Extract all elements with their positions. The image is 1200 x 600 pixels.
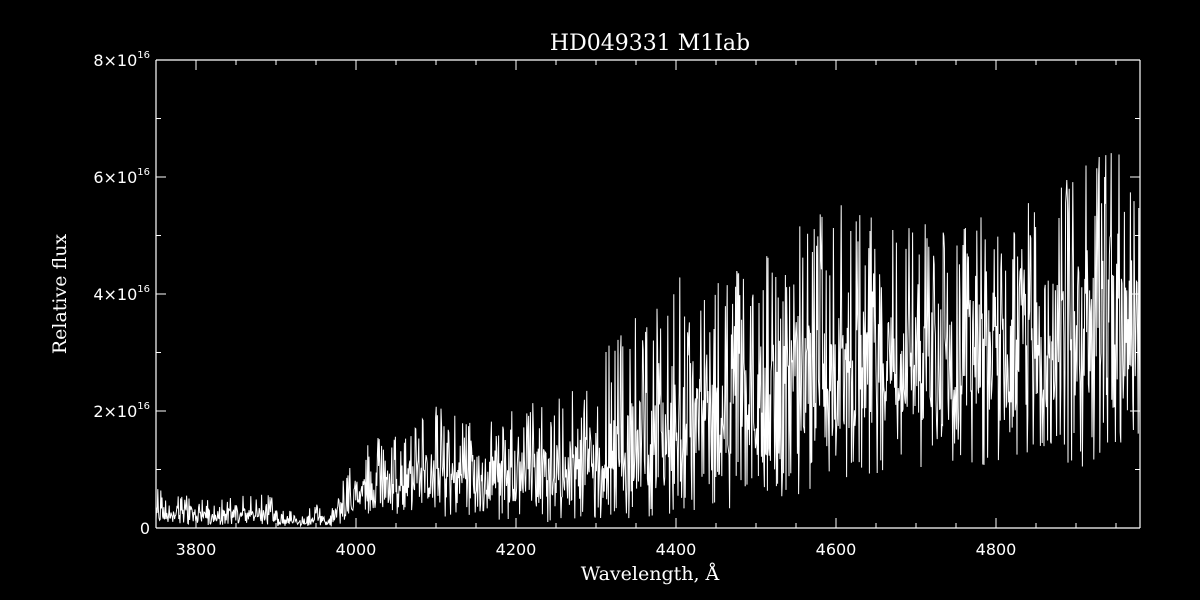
y-tick-label: 6×1016 (93, 167, 150, 187)
y-tick-label: 4×1016 (93, 284, 150, 304)
series-layer (156, 153, 1140, 528)
x-tick-label: 4400 (656, 540, 697, 559)
x-axis-label: Wavelength, Å (581, 563, 720, 585)
chart-title: HD049331 M1Iab (550, 31, 750, 56)
y-tick-label: 0 (140, 519, 150, 538)
x-tick-label: 4000 (336, 540, 377, 559)
x-tick-label: 4600 (816, 540, 857, 559)
y-tick-label: 8×1016 (93, 50, 150, 70)
y-axis-label: Relative flux (49, 234, 71, 355)
x-tick-label: 4800 (976, 540, 1017, 559)
x-tick-label: 3800 (176, 540, 217, 559)
ticks-layer: 3800 4000 4200 4400 4600 4800 0 2×1016 4×1016 6×1… (93, 50, 1140, 559)
spectrum-series-0 (156, 153, 1140, 528)
y-tick-label: 2×1016 (93, 401, 150, 421)
x-tick-label: 4200 (496, 540, 537, 559)
